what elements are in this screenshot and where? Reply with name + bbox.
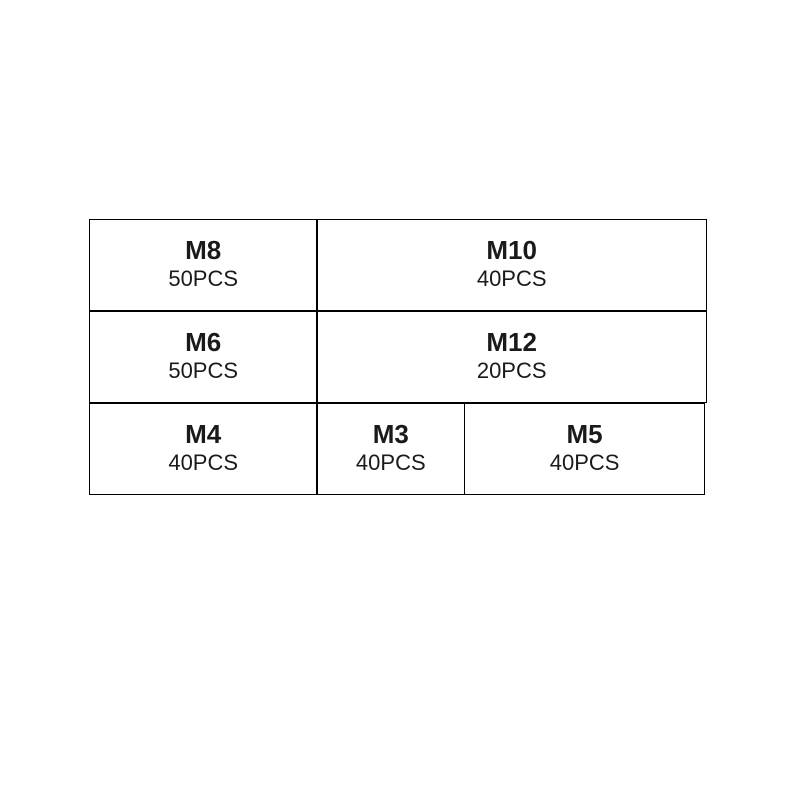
canvas: M8 50PCS M10 40PCS M6 50PCS M12 20PCS M4… [0,0,800,800]
cell-m10: M10 40PCS [316,219,707,311]
qty-label: 40PCS [168,450,238,475]
size-label: M8 [185,236,221,266]
size-label: M6 [185,328,221,358]
size-label: M10 [486,236,537,266]
cell-m12: M12 20PCS [316,311,707,403]
table-row: M6 50PCS M12 20PCS [90,312,710,404]
size-label: M12 [486,328,537,358]
qty-label: 50PCS [168,266,238,291]
size-label: M5 [567,420,603,450]
cell-m6: M6 50PCS [89,311,318,403]
cell-m4: M4 40PCS [89,403,318,495]
cell-m8: M8 50PCS [89,219,318,311]
table-row: M4 40PCS M3 40PCS M5 40PCS [90,404,710,496]
size-label: M3 [373,420,409,450]
cell-m5: M5 40PCS [464,403,706,495]
qty-label: 20PCS [477,358,547,383]
qty-label: 40PCS [356,450,426,475]
compartment-grid: M8 50PCS M10 40PCS M6 50PCS M12 20PCS M4… [90,220,710,496]
qty-label: 40PCS [550,450,620,475]
qty-label: 50PCS [168,358,238,383]
table-row: M8 50PCS M10 40PCS [90,220,710,312]
size-label: M4 [185,420,221,450]
cell-m3: M3 40PCS [316,403,465,495]
qty-label: 40PCS [477,266,547,291]
